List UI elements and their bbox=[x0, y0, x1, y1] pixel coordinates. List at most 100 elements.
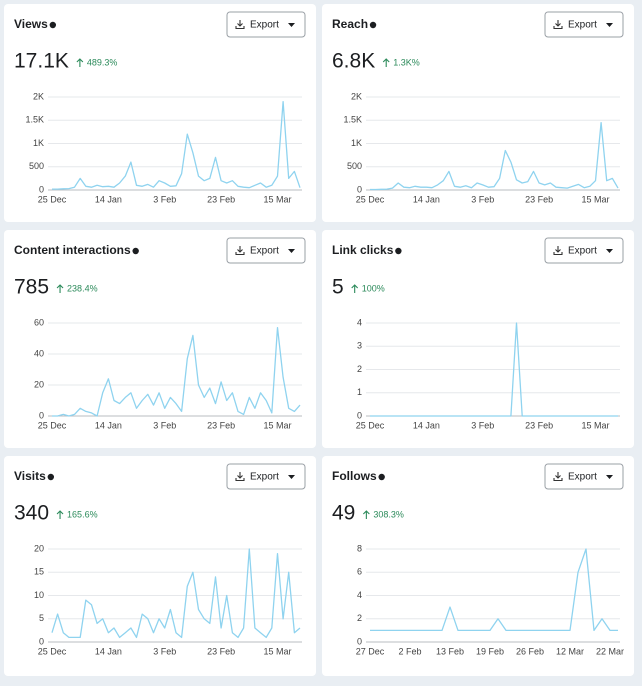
metric: 340 bbox=[14, 502, 49, 525]
x-tick-label: 15 Mar bbox=[263, 420, 291, 430]
button-label[interactable]: Export bbox=[250, 20, 279, 31]
card-title: Content interactions bbox=[14, 243, 131, 257]
x-tick-label: 15 Mar bbox=[581, 420, 609, 430]
card: Content interactions Export 785 238.4% 0 20 40… bbox=[4, 230, 316, 448]
card-title: Visits bbox=[14, 469, 46, 483]
info-dot bbox=[378, 473, 385, 481]
card-bg bbox=[322, 456, 634, 676]
export-button[interactable]: Export bbox=[544, 11, 624, 38]
card: Reach Export 6.8K 1.3K% 0 500 1K 1.5K 2K 25 Dec 14… bbox=[322, 4, 634, 222]
x-tick-label: 25 Dec bbox=[38, 194, 67, 204]
up-arrow bbox=[56, 284, 64, 293]
button-label[interactable]: Export bbox=[568, 472, 597, 483]
y-tick-label: 40 bbox=[34, 348, 44, 358]
card-bg bbox=[322, 4, 634, 222]
export-button[interactable]: Export bbox=[226, 11, 306, 38]
export-button[interactable]: Export bbox=[226, 463, 306, 490]
caret bbox=[288, 475, 295, 479]
card-bg bbox=[322, 230, 634, 448]
info-dot bbox=[395, 247, 402, 255]
x-tick-label: 3 Feb bbox=[153, 420, 176, 430]
data-line bbox=[52, 101, 301, 190]
y-tick-label: 1 bbox=[357, 387, 362, 397]
export-button[interactable]: Export bbox=[226, 237, 306, 264]
x-tick-label: 15 Mar bbox=[263, 646, 291, 656]
info-dot bbox=[49, 21, 57, 29]
x-tick-label: 23 Feb bbox=[207, 194, 235, 204]
change: 100% bbox=[362, 283, 385, 293]
up-arrow bbox=[362, 510, 370, 519]
info-dot bbox=[132, 247, 139, 255]
caret bbox=[606, 475, 613, 479]
info-dot bbox=[47, 473, 55, 481]
x-tick-label: 14 Jan bbox=[413, 194, 440, 204]
card: Link clicks Export 5 100% 0 1 2 3 4 25 Dec 14 Jan 3… bbox=[322, 230, 634, 448]
export-button[interactable]: Export bbox=[544, 463, 624, 490]
x-tick-label: 3 Feb bbox=[153, 646, 176, 656]
button-label[interactable]: Export bbox=[568, 246, 597, 257]
x-tick-label: 14 Jan bbox=[95, 646, 122, 656]
y-tick-label: 2 bbox=[357, 613, 362, 623]
y-tick-label: 6 bbox=[357, 567, 362, 577]
y-tick-label: 1.5K bbox=[343, 115, 362, 125]
info-dot bbox=[369, 21, 377, 29]
change: 308.3% bbox=[373, 509, 404, 519]
y-tick-label: 20 bbox=[34, 379, 44, 389]
x-tick-label: 23 Feb bbox=[207, 420, 235, 430]
caret bbox=[606, 249, 613, 253]
change: 238.4% bbox=[67, 283, 98, 293]
y-tick-label: 0 bbox=[357, 410, 362, 420]
button-bg[interactable] bbox=[226, 11, 306, 38]
button-bg[interactable] bbox=[544, 463, 624, 490]
x-tick-label: 12 Mar bbox=[556, 646, 584, 656]
y-tick-label: 0 bbox=[39, 636, 44, 646]
y-tick-label: 0 bbox=[357, 636, 362, 646]
card: Follows Export 49 308.3% 0 2 4 6 8 27 Dec 2 Feb 13 … bbox=[322, 456, 634, 676]
caret bbox=[606, 23, 613, 27]
button-bg[interactable] bbox=[226, 463, 306, 490]
card-bg bbox=[4, 230, 316, 448]
x-tick-label: 23 Feb bbox=[525, 194, 553, 204]
button-label[interactable]: Export bbox=[568, 20, 597, 31]
button-label[interactable]: Export bbox=[250, 472, 279, 483]
x-tick-label: 27 Dec bbox=[356, 646, 385, 656]
button-bg[interactable] bbox=[544, 11, 624, 38]
card: Visits Export 340 165.6% 0 5 10 15 20 25 Dec 14 Ja… bbox=[4, 456, 316, 676]
caret bbox=[288, 249, 295, 253]
x-tick-label: 26 Feb bbox=[516, 646, 544, 656]
x-tick-label: 19 Feb bbox=[476, 646, 504, 656]
y-tick-label: 10 bbox=[34, 590, 44, 600]
x-tick-label: 3 Feb bbox=[471, 194, 494, 204]
y-tick-label: 0 bbox=[39, 184, 44, 194]
data-line bbox=[370, 548, 618, 632]
y-tick-label: 2K bbox=[351, 91, 362, 101]
change: 1.3K% bbox=[393, 57, 420, 67]
card: Views Export 17.1K 489.3% 0 500 1K 1.5K 2K 25 Dec… bbox=[4, 4, 316, 222]
download-icon bbox=[235, 472, 245, 482]
card-title: Link clicks bbox=[332, 243, 394, 257]
button-bg[interactable] bbox=[226, 237, 306, 264]
y-tick-label: 0 bbox=[39, 410, 44, 420]
x-tick-label: 22 Mar bbox=[596, 646, 624, 656]
y-tick-label: 2 bbox=[357, 364, 362, 374]
y-tick-label: 2K bbox=[33, 91, 44, 101]
button-bg[interactable] bbox=[544, 237, 624, 264]
x-tick-label: 14 Jan bbox=[95, 420, 122, 430]
x-tick-label: 2 Feb bbox=[398, 646, 421, 656]
x-tick-label: 13 Feb bbox=[436, 646, 464, 656]
y-tick-label: 4 bbox=[357, 317, 362, 327]
card-bg bbox=[4, 456, 316, 676]
card-title: Views bbox=[14, 17, 48, 31]
card-bg bbox=[4, 4, 316, 222]
y-tick-label: 8 bbox=[357, 543, 362, 553]
x-tick-label: 3 Feb bbox=[153, 194, 176, 204]
x-tick-label: 25 Dec bbox=[356, 194, 385, 204]
x-tick-label: 25 Dec bbox=[38, 420, 67, 430]
button-label[interactable]: Export bbox=[250, 246, 279, 257]
download-icon bbox=[553, 246, 563, 256]
y-tick-label: 20 bbox=[34, 543, 44, 553]
data-line bbox=[52, 326, 301, 417]
export-button[interactable]: Export bbox=[544, 237, 624, 264]
data-line bbox=[51, 548, 301, 639]
